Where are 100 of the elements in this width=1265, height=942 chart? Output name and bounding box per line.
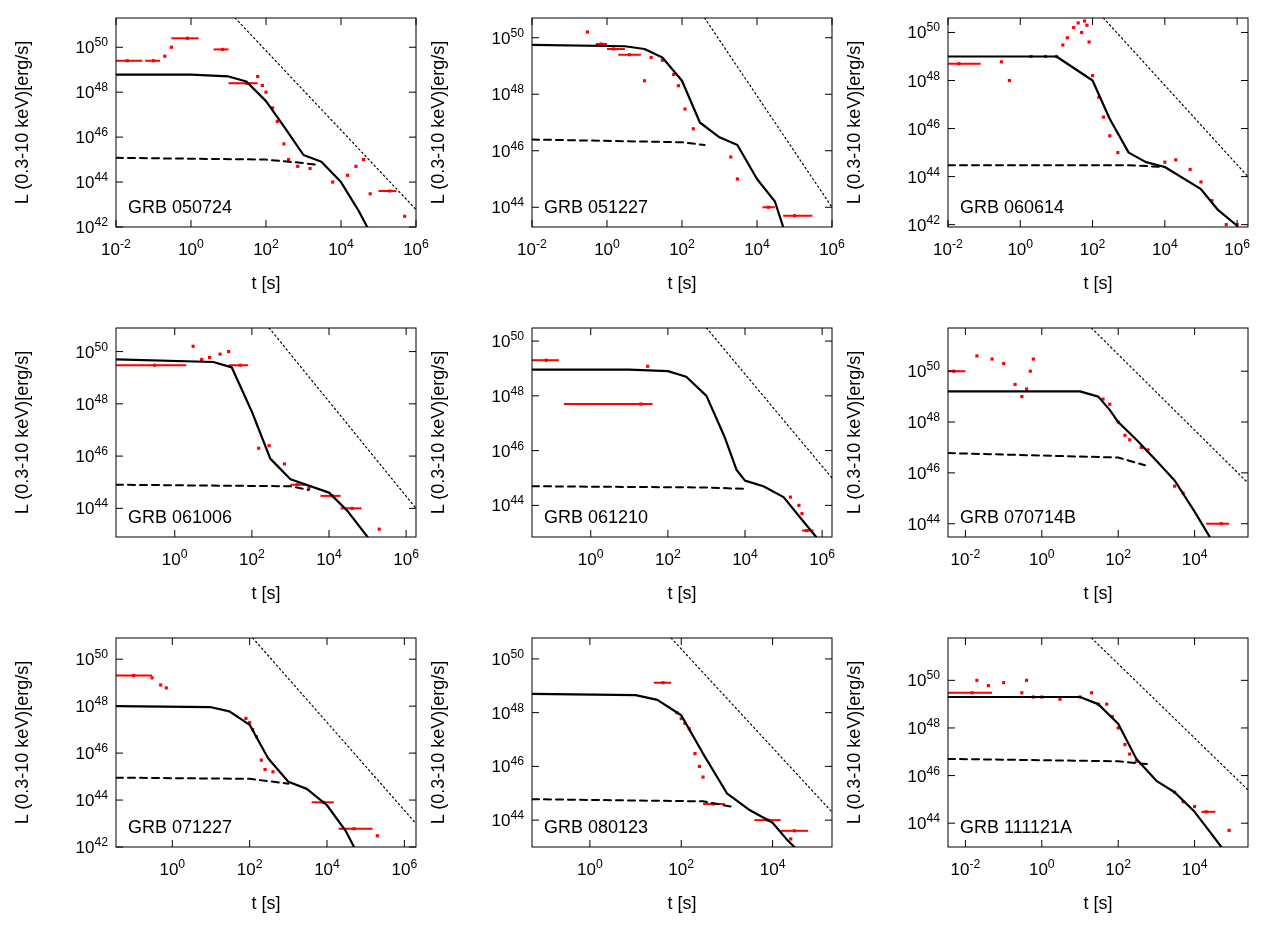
x-tick-label: 10$^{6}$ xyxy=(403,237,430,259)
y-tick-label: 10$^{50}$ xyxy=(491,25,525,48)
x-tick-label: 10$^{4}$ xyxy=(732,547,759,569)
y-tick-label: 10$^{50}$ xyxy=(75,647,109,670)
x-tick-label: 10$^{2}$ xyxy=(239,547,265,569)
y-tick-label: 10$^{50}$ xyxy=(75,339,109,362)
x-tick-label: 10$^{4}$ xyxy=(1151,237,1178,259)
x-axis-title: t [s] xyxy=(1083,583,1113,603)
y-tick-label: 10$^{50}$ xyxy=(907,359,941,382)
x-tick-label: 10$^{6}$ xyxy=(1224,237,1251,259)
y-tick-label: 10$^{42}$ xyxy=(75,835,109,857)
x-tick-label: 10$^{2}$ xyxy=(1105,857,1132,879)
x-tick-label: 10$^{0}$ xyxy=(1028,547,1055,569)
x-tick-label: 10$^{-2}$ xyxy=(101,237,132,259)
x-tick-label: 10$^{0}$ xyxy=(594,237,621,259)
y-tick-label: 10$^{46}$ xyxy=(491,438,525,461)
y-tick-label: 10$^{46}$ xyxy=(75,444,109,467)
x-tick-label: 10$^{2}$ xyxy=(669,237,696,259)
x-tick-label: 10$^{0}$ xyxy=(1007,237,1034,259)
y-tick-label: 10$^{46}$ xyxy=(75,125,109,148)
y-tick-label: 10$^{50}$ xyxy=(491,646,525,669)
y-tick-label: 10$^{48}$ xyxy=(491,82,525,105)
y-tick-label: 10$^{44}$ xyxy=(907,811,941,834)
x-axis-title: t [s] xyxy=(251,583,281,603)
y-tick-label: 10$^{42}$ xyxy=(75,215,109,237)
y-tick-label: 10$^{42}$ xyxy=(907,212,941,235)
y-tick-label: 10$^{44}$ xyxy=(907,164,941,187)
x-tick-label: 10$^{-2}$ xyxy=(950,547,981,569)
y-tick-label: 10$^{48}$ xyxy=(491,700,525,723)
annotation: GRB 111121A xyxy=(960,817,1073,837)
annotation: GRB 070714B xyxy=(960,507,1077,527)
x-axis-title: t [s] xyxy=(251,273,281,293)
x-tick-label: 10$^{-2}$ xyxy=(933,237,964,259)
x-tick-label: 10$^{4}$ xyxy=(328,237,355,259)
annotation: GRB 061006 xyxy=(128,507,233,527)
x-tick-label: 10$^{6}$ xyxy=(809,547,836,569)
y-axis-title: L (0.3-10 keV)[erg/s] xyxy=(844,660,864,825)
x-tick-label: 10$^{0}$ xyxy=(577,857,603,879)
x-tick-label: 10$^{0}$ xyxy=(178,237,205,259)
x-tick-label: 10$^{0}$ xyxy=(577,547,604,569)
x-tick-label: 10$^{0}$ xyxy=(159,857,186,879)
annotation: GRB 060614 xyxy=(960,197,1065,217)
y-tick-label: 10$^{46}$ xyxy=(907,460,941,483)
x-tick-label: 10$^{4}$ xyxy=(314,857,341,879)
y-tick-label: 10$^{48}$ xyxy=(491,383,525,406)
x-axis-title: t [s] xyxy=(667,273,697,293)
y-tick-label: 10$^{50}$ xyxy=(907,668,941,691)
x-tick-label: 10$^{6}$ xyxy=(391,857,418,879)
y-axis-title: L (0.3-10 keV)[erg/s] xyxy=(428,350,448,515)
y-tick-label: 10$^{50}$ xyxy=(75,35,109,58)
y-tick-label: 10$^{50}$ xyxy=(491,329,525,352)
x-tick-label: 10$^{-2}$ xyxy=(950,857,981,879)
x-axis-title: t [s] xyxy=(667,893,697,913)
y-tick-label: 10$^{46}$ xyxy=(75,741,109,764)
y-tick-label: 10$^{44}$ xyxy=(491,493,525,516)
x-tick-label: 10$^{2}$ xyxy=(1105,547,1132,569)
x-tick-label: 10$^{2}$ xyxy=(668,857,695,879)
y-axis-title: L (0.3-10 keV)[erg/s] xyxy=(844,350,864,515)
y-tick-label: 10$^{44}$ xyxy=(75,496,109,519)
x-tick-label: 10$^{0}$ xyxy=(1028,857,1055,879)
y-axis-title: L (0.3-10 keV)[erg/s] xyxy=(428,660,448,825)
annotation: GRB 051227 xyxy=(544,197,649,217)
x-tick-label: 10$^{2}$ xyxy=(655,547,681,569)
y-tick-label: 10$^{48}$ xyxy=(75,80,109,103)
y-axis-title: L (0.3-10 keV)[erg/s] xyxy=(844,40,864,205)
annotation: GRB 080123 xyxy=(544,817,649,837)
x-tick-label: 10$^{2}$ xyxy=(1079,237,1106,259)
x-tick-label: 10$^{4}$ xyxy=(744,237,771,259)
y-tick-label: 10$^{44}$ xyxy=(491,195,525,218)
y-tick-label: 10$^{46}$ xyxy=(491,754,525,777)
y-axis-title: L (0.3-10 keV)[erg/s] xyxy=(12,350,32,515)
y-axis-title: L (0.3-10 keV)[erg/s] xyxy=(12,40,32,205)
y-tick-label: 10$^{44}$ xyxy=(907,511,941,534)
y-tick-label: 10$^{48}$ xyxy=(75,391,109,414)
y-tick-label: 10$^{48}$ xyxy=(907,715,941,738)
x-tick-label: 10$^{4}$ xyxy=(759,857,786,879)
y-tick-label: 10$^{44}$ xyxy=(75,788,109,811)
y-tick-label: 10$^{50}$ xyxy=(907,20,941,43)
x-tick-label: 10$^{0}$ xyxy=(161,547,188,569)
x-tick-label: 10$^{6}$ xyxy=(819,237,846,259)
x-tick-label: 10$^{4}$ xyxy=(316,547,343,569)
y-tick-label: 10$^{48}$ xyxy=(907,68,941,91)
y-axis-title: L (0.3-10 keV)[erg/s] xyxy=(428,40,448,205)
x-tick-label: 10$^{-2}$ xyxy=(517,237,548,259)
y-tick-label: 10$^{44}$ xyxy=(491,808,525,831)
y-tick-label: 10$^{46}$ xyxy=(907,116,941,139)
x-axis-title: t [s] xyxy=(251,893,281,913)
x-axis-title: t [s] xyxy=(1083,893,1113,913)
x-axis-title: t [s] xyxy=(667,583,697,603)
y-axis-title: L (0.3-10 keV)[erg/s] xyxy=(12,660,32,825)
x-tick-label: 10$^{2}$ xyxy=(236,857,263,879)
y-tick-label: 10$^{46}$ xyxy=(907,763,941,786)
x-tick-label: 10$^{4}$ xyxy=(1181,547,1208,569)
annotation: GRB 050724 xyxy=(128,197,233,217)
y-tick-label: 10$^{48}$ xyxy=(907,410,941,433)
annotation: GRB 061210 xyxy=(544,507,649,527)
x-tick-label: 10$^{6}$ xyxy=(393,547,420,569)
x-tick-label: 10$^{4}$ xyxy=(1181,857,1208,879)
y-tick-label: 10$^{44}$ xyxy=(75,170,109,193)
x-tick-label: 10$^{2}$ xyxy=(253,237,280,259)
